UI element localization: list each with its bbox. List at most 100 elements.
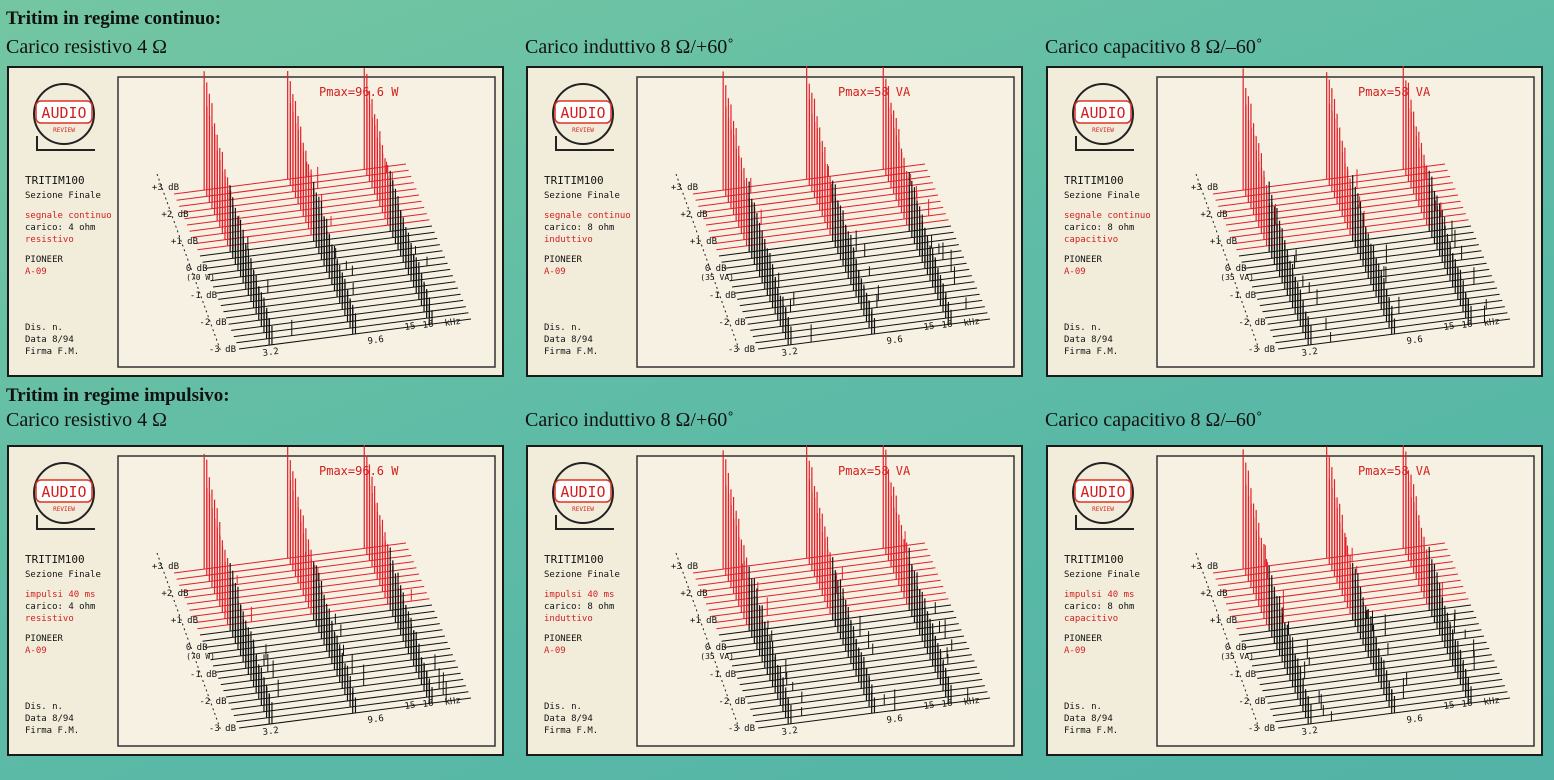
y-tick-label: +2 dB: [161, 589, 188, 599]
y-tick-label: -3 dB: [1248, 724, 1275, 734]
info-date: Data 8/94: [544, 714, 593, 724]
y-tick-label: +1 dB: [1210, 616, 1237, 626]
logo-corner: [36, 515, 95, 530]
y-tick-label: +2 dB: [161, 210, 188, 220]
logo-sub: REVIEW: [1092, 127, 1114, 134]
panel-graphic: AUDIO REVIEW TRITIM100 Sezione Finale impuls…: [526, 439, 1023, 756]
info-load: carico: 8 ohm: [544, 602, 614, 612]
info-device: A-09: [544, 267, 566, 277]
x-tick-label: 3.2: [262, 726, 279, 738]
y-tick-label: +1 dB: [171, 616, 198, 626]
waterfall: [173, 68, 472, 350]
pmax-label: Pmax=58 VA: [838, 85, 911, 99]
logo-ring: [1072, 462, 1134, 524]
info-load: carico: 4 ohm: [25, 602, 95, 612]
y-tick-label: -3 dB: [728, 724, 755, 734]
x-tick-label: kHz: [1483, 317, 1500, 329]
info-signal: impulsi 40 ms: [25, 590, 95, 600]
info-load: carico: 8 ohm: [544, 223, 614, 233]
info-load-type: resistivo: [25, 614, 74, 624]
info-date: Data 8/94: [25, 335, 74, 345]
y-axis: [1195, 552, 1261, 732]
logo-box: [35, 100, 93, 124]
info-section: Sezione Finale: [1064, 191, 1140, 201]
info-signal: impulsi 40 ms: [1064, 590, 1134, 600]
logo-ring: [552, 83, 614, 145]
logo-sub: REVIEW: [572, 127, 594, 134]
pmax-label: Pmax=58 VA: [1358, 85, 1431, 99]
info-sign: Firma F.M.: [544, 726, 598, 736]
info-device: A-09: [544, 646, 566, 656]
x-tick-label: 15: [1443, 701, 1455, 712]
info-dis: Dis. n.: [25, 323, 63, 333]
logo-box: [1074, 479, 1132, 503]
y-tick-label: 0 dB: [705, 643, 727, 653]
logo-text: AUDIO: [41, 483, 86, 501]
info-date: Data 8/94: [544, 335, 593, 345]
info-section: Sezione Finale: [25, 570, 101, 580]
y-tick-label: +1 dB: [1210, 237, 1237, 247]
logo-corner: [1075, 515, 1134, 530]
info-section: Sezione Finale: [544, 191, 620, 201]
waterfall: [1212, 61, 1511, 350]
logo-corner: [36, 136, 95, 151]
y-tick-label: -2 dB: [199, 318, 226, 328]
y-tick-label: +2 dB: [1200, 210, 1227, 220]
y-tick-label: 0 dB: [705, 264, 727, 274]
info-device: A-09: [25, 267, 47, 277]
chart-panel: AUDIO REVIEW TRITIM100 Sezione Finale impuls…: [526, 439, 1023, 756]
x-tick-label: 16: [941, 699, 953, 710]
logo-sub: REVIEW: [572, 506, 594, 513]
info-dis: Dis. n.: [1064, 702, 1102, 712]
y-tick-label: +1 dB: [690, 237, 717, 247]
pmax-label: Pmax=58 VA: [1358, 464, 1431, 478]
waterfall: [1212, 438, 1511, 729]
info-signal: segnale continuo: [544, 211, 631, 221]
y-tick-label: -2 dB: [199, 697, 226, 707]
x-tick-label: 3.2: [1301, 726, 1318, 738]
info-device: A-09: [1064, 646, 1086, 656]
y-tick-label: +3 dB: [671, 183, 698, 193]
chart-panel: AUDIO REVIEW TRITIM100 Sezione Finale impuls…: [7, 442, 504, 756]
y-tick-label: 0 dB: [1225, 264, 1247, 274]
panel-caption: Carico induttivo 8 Ω/+60˚: [525, 409, 734, 431]
info-sign: Firma F.M.: [25, 726, 79, 736]
y-tick-label: +3 dB: [671, 562, 698, 572]
y-tick-label: +3 dB: [152, 562, 179, 572]
info-section: Sezione Finale: [25, 191, 101, 201]
info-brand: PIONEER: [544, 255, 583, 265]
x-tick-label: 9.6: [1406, 714, 1423, 726]
y-tick-label: -3 dB: [209, 724, 236, 734]
panel-graphic: AUDIO REVIEW TRITIM100 Sezione Finale impuls…: [1046, 438, 1543, 756]
info-model: TRITIM100: [25, 553, 85, 566]
panel-caption: Carico capacitivo 8 Ω/–60˚: [1045, 36, 1263, 58]
x-tick-label: kHz: [444, 317, 461, 329]
x-tick-label: 3.2: [1301, 347, 1318, 359]
logo-ring: [33, 83, 95, 145]
panel-graphic: AUDIO REVIEW TRITIM100 Sezione Finale segnal…: [526, 65, 1023, 377]
x-tick-label: 15: [923, 701, 935, 712]
logo-corner: [555, 515, 614, 530]
y-axis: [675, 173, 741, 353]
info-model: TRITIM100: [25, 174, 85, 187]
x-tick-label: kHz: [1483, 696, 1500, 708]
info-load-type: resistivo: [25, 235, 74, 245]
y-tick-label: -2 dB: [1238, 697, 1265, 707]
info-date: Data 8/94: [1064, 714, 1113, 724]
y-axis: [156, 552, 222, 732]
x-tick-label: 3.2: [781, 726, 798, 738]
y-tick-label: +1 dB: [171, 237, 198, 247]
y-tick-label: -3 dB: [1248, 345, 1275, 355]
zero-ref: (35 VA): [700, 273, 734, 282]
panel-caption: Carico resistivo 4 Ω: [6, 409, 167, 431]
info-load: carico: 4 ohm: [25, 223, 95, 233]
info-brand: PIONEER: [25, 255, 64, 265]
info-brand: PIONEER: [1064, 255, 1103, 265]
x-tick-label: kHz: [963, 696, 980, 708]
y-tick-label: +2 dB: [680, 210, 707, 220]
info-dis: Dis. n.: [544, 702, 582, 712]
zero-ref: (35 VA): [1220, 273, 1254, 282]
x-tick-label: 16: [941, 320, 953, 331]
info-dis: Dis. n.: [25, 702, 63, 712]
